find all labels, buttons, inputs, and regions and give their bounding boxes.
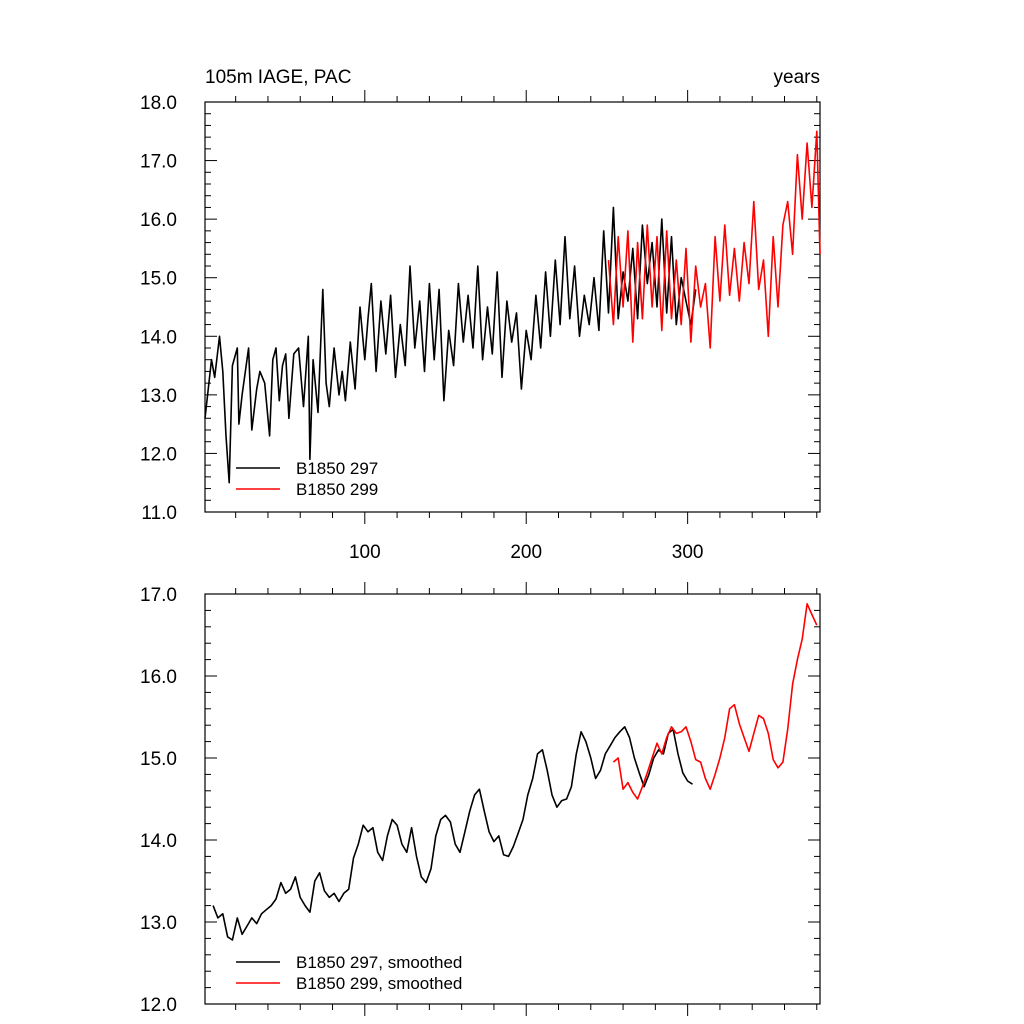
bottom-plot-frame [204,593,821,1005]
top-y-tick-label: 18.0 [140,93,177,114]
top-series-line-1 [204,206,697,484]
top-y-tick-label: 17.0 [140,152,177,173]
top-x-tick-label: 300 [672,542,704,563]
top-y-tick-label: 12.0 [140,444,177,465]
bottom-y-tick-label: 14.0 [140,831,177,852]
top-y-tick-label: 13.0 [140,386,177,407]
top-legend-label-2: B1850 299 [296,480,378,499]
bottom-y-tick-label: 12.0 [140,995,177,1016]
top-x-tick-label: 100 [349,542,381,563]
top-y-tick-label: 15.0 [140,269,177,290]
top-y-tick-label: 11.0 [141,503,177,524]
top-plot-frame [204,101,821,513]
bottom-y-tick-label: 16.0 [140,667,177,688]
bottom-y-tick-label: 13.0 [140,913,177,934]
bottom-panel: 12.0 13.0 14.0 15.0 16.0 17.0 B1850 297, smoot… [140,582,821,1016]
top-legend-label-1: B1850 297 [296,459,378,478]
top-panel-title: 105m IAGE, PAC [205,67,351,88]
top-y-tick-label: 14.0 [140,327,177,348]
bottom-legend-label-2: B1850 299, smoothed [296,974,462,993]
top-panel-units: years [774,67,820,88]
bottom-y-tick-label: 15.0 [140,749,177,770]
bottom-y-tick-label: 17.0 [140,585,177,606]
bottom-legend-label-1: B1850 297, smoothed [296,953,462,972]
bottom-series-line-2 [612,602,818,800]
top-series-line-2 [607,130,821,349]
top-x-tick-label: 200 [510,542,542,563]
top-y-tick-label: 16.0 [140,210,177,231]
bottom-series-line-1 [212,725,693,941]
top-panel: 105m IAGE, PAC years 11.0 12.0 13.0 14.0 15.… [140,67,821,563]
